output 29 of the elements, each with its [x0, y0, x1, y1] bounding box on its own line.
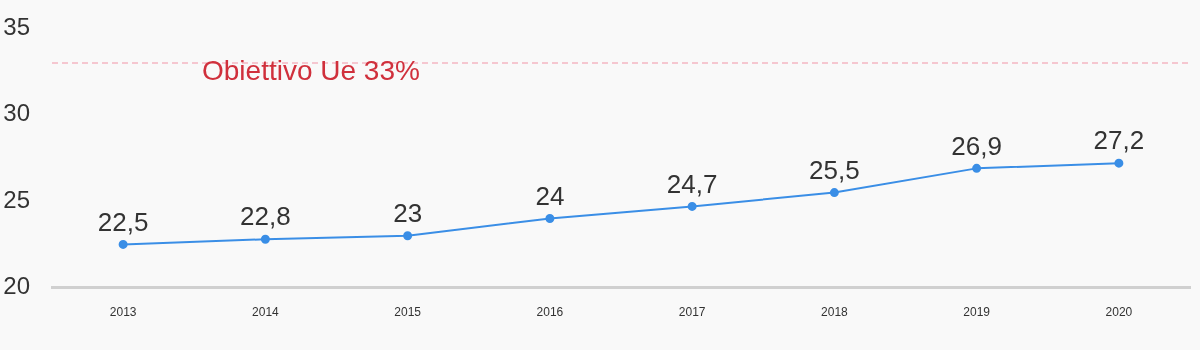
- data-label: 25,5: [809, 154, 860, 185]
- point: [545, 213, 555, 223]
- x-tick-label: 2020: [1105, 305, 1133, 320]
- data-label: 24: [535, 180, 565, 211]
- x-tick-label: 2019: [963, 305, 991, 320]
- y-tick-label: 35: [3, 13, 30, 41]
- data-label: 27,2: [1093, 125, 1145, 156]
- data-label: 26,9: [951, 130, 1002, 161]
- point: [972, 163, 982, 173]
- point: [687, 201, 697, 211]
- x-tick-label: 2013: [109, 305, 137, 320]
- y-tick-label: 20: [3, 272, 30, 300]
- data-label: 24,7: [666, 168, 718, 199]
- ref-line-label: Obiettivo Ue 33%: [202, 54, 420, 86]
- x-tick-label: 2016: [536, 305, 564, 320]
- x-tick-label: 2015: [394, 305, 422, 320]
- point: [118, 239, 128, 249]
- point: [403, 231, 413, 241]
- y-tick-label: 25: [3, 185, 30, 213]
- x-tick-label: 2018: [821, 305, 849, 320]
- point: [260, 234, 270, 244]
- data-label: 22,5: [97, 206, 149, 237]
- x-tick-label: 2014: [252, 305, 280, 320]
- data-label: 23: [393, 197, 423, 228]
- point: [829, 188, 839, 198]
- point: [1114, 158, 1124, 168]
- x-tick-label: 2017: [678, 305, 706, 320]
- y-tick-label: 30: [3, 99, 30, 127]
- data-label: 22,8: [240, 201, 291, 232]
